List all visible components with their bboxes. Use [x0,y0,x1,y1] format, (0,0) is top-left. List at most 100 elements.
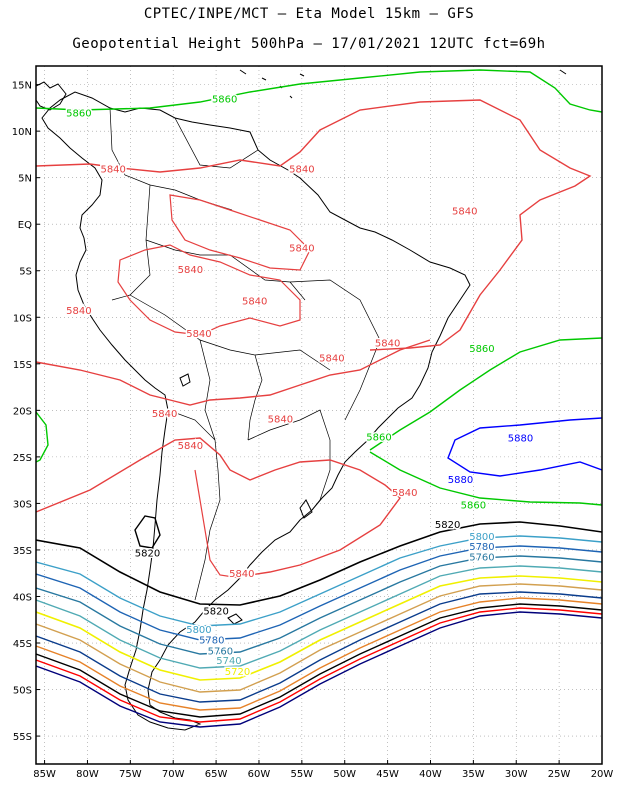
lon-tick-label: 30W [505,769,528,780]
lat-tick-label: 35S [13,546,32,557]
contour-label-5860: 5860 [66,109,91,120]
contour-label-5800: 5800 [469,532,494,543]
contour-5860-east [369,337,602,451]
contour-5640 [36,603,602,718]
contour-5840-south [36,437,401,576]
lat-tick-label: 25S [13,453,32,464]
map-title-line-1: CPTEC/INPE/MCT – Eta Model 15km – GFS [143,6,475,22]
contour-label-5840: 5840 [229,569,254,580]
contour-label-5880: 5880 [448,475,473,486]
lat-tick-label: 40S [13,592,32,603]
contour-5860-west-edge [36,411,49,463]
axis-ticks: 85W 80W 75W 70W 65W 60W 55W 50W 45W 40W 35W 30W 25W 2… [12,81,614,780]
contour-5860-southeast [369,451,602,506]
contour-5800 [36,535,602,627]
contour-5620 [36,607,602,723]
graticule [36,66,603,764]
lat-tick-label: 20S [13,406,32,417]
lat-tick-label: 30S [13,499,32,510]
contour-5680 [36,591,602,703]
contour-label-5740: 5740 [216,656,241,667]
contour-label-5820: 5820 [435,520,460,531]
contour-5840-interior-a [117,244,301,336]
contour-label-5820: 5820 [203,606,228,617]
lon-tick-label: 80W [76,769,99,780]
contour-label-5840: 5840 [289,164,314,175]
lat-tick-label: 5S [19,267,32,278]
contour-label-5760: 5760 [208,646,233,657]
contour-label-5840: 5840 [186,329,211,340]
contour-5840-west [36,339,431,406]
lat-tick-label: 15S [13,360,32,371]
contour-5840-andes [194,469,241,579]
height-contours [36,69,602,728]
contour-label-5860: 5860 [461,500,486,511]
contour-5720 [36,575,602,681]
contour-5760 [36,555,602,655]
lat-tick-label: 55S [13,732,32,743]
contour-label-5760: 5760 [469,552,494,563]
contour-label-5820: 5820 [135,549,160,560]
contour-5820-closed [134,515,161,549]
lat-tick-label: 50S [13,686,32,697]
lat-tick-label: 10N [12,127,32,138]
contour-5840-north [36,99,592,351]
contour-label-5840: 5840 [178,441,203,452]
contour-label-5780: 5780 [469,542,494,553]
lat-tick-label: 45S [13,639,32,650]
map-frame [35,65,603,765]
lon-tick-label: 85W [33,769,56,780]
lake-titicaca [179,373,191,387]
south-america-coastline [41,91,471,731]
contour-label-5840: 5840 [242,297,267,308]
lat-tick-label: 5N [18,174,32,185]
contour-label-5860: 5860 [366,432,391,443]
contour-label-5840: 5840 [178,265,203,276]
contour-label-5840: 5840 [319,353,344,364]
contour-label-5840: 5840 [452,206,477,217]
contour-label-5840: 5840 [392,488,417,499]
contour-5740 [36,565,602,669]
contour-label-5840: 5840 [66,306,91,317]
lon-tick-label: 50W [333,769,356,780]
lagoa-dos-patos [299,499,313,519]
lon-tick-label: 40W [419,769,442,780]
contour-label-5720: 5720 [225,667,250,678]
lon-tick-label: 60W [248,769,271,780]
contour-5780 [36,545,602,641]
lon-tick-label: 25W [548,769,571,780]
lon-tick-label: 45W [376,769,399,780]
falkland-islands [227,613,243,625]
contour-5600 [36,611,602,728]
lon-tick-label: 65W [205,769,228,780]
lat-tick-label: 10S [13,313,32,324]
map-title-line-2: Geopotential Height 500hPa – 17/01/2021 … [72,36,546,52]
lon-tick-label: 35W [462,769,485,780]
contour-label-5780: 5780 [199,635,224,646]
contour-5700 [36,583,602,693]
contour-label-5840: 5840 [100,164,125,175]
central-america-coastline [36,81,67,111]
contour-5820 [36,521,602,606]
coastlines-and-borders [36,69,567,731]
contour-5840-interior-b [169,194,311,271]
contour-label-5860: 5860 [469,344,494,355]
contour-5880 [447,417,602,477]
lon-tick-label: 70W [162,769,185,780]
lon-tick-label: 55W [291,769,314,780]
contour-label-5840: 5840 [375,338,400,349]
lon-tick-label: 20W [591,769,614,780]
lon-tick-label: 75W [119,769,142,780]
contour-label-5860: 5860 [212,95,237,106]
contour-label-5840: 5840 [268,415,293,426]
contour-5860-north [36,69,602,113]
contour-label-5840: 5840 [152,409,177,420]
contour-label-5840: 5840 [289,243,314,254]
lat-tick-label: EQ [18,220,32,231]
lat-tick-label: 15N [12,81,32,92]
contour-5660 [36,597,602,711]
contour-label-5880: 5880 [508,433,533,444]
contour-labels: 5860 5860 5840 5840 5840 5840 5840 5840 5840 5840… [65,93,535,679]
contour-label-5800: 5800 [186,625,211,636]
